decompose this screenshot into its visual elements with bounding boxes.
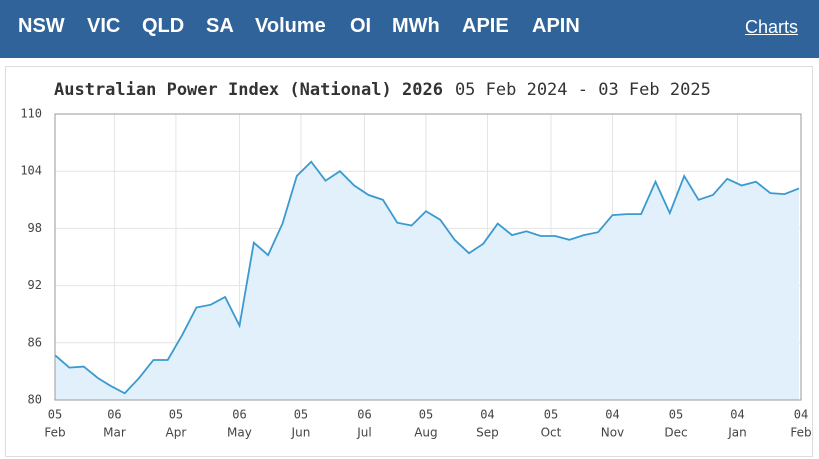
plot-border [54,113,802,401]
y-tick-label: 92 [28,278,42,292]
x-tick-month: Jul [356,426,371,440]
x-tick-day: 05 [294,408,308,422]
x-tick-month: May [227,426,252,440]
x-tick-day: 06 [357,408,371,422]
nav-item[interactable]: APIN [532,15,580,37]
area [55,161,799,400]
y-tick-label: 80 [28,393,42,407]
nav-item[interactable]: SA [206,15,234,37]
x-tick-month: Feb [44,426,65,440]
charts-link[interactable]: Charts [744,17,798,37]
chart-title: Australian Power Index (National) 2026 [54,80,443,100]
nav-item[interactable]: VIC [87,15,121,37]
line [54,160,800,395]
x-tick-month: Jan [727,426,747,440]
x-tick-day: 05 [544,408,558,422]
x-tick-day: 06 [107,408,121,422]
y-tick-label: 104 [20,164,42,178]
nav-item[interactable]: NSW [18,15,65,37]
chart-panel [5,66,813,457]
x-tick-month: Jun [291,426,311,440]
x-tick-month: Apr [166,426,187,440]
nav-item[interactable]: OI [350,15,372,37]
x-tick-day: 05 [169,408,183,422]
x-tick-day: 06 [232,408,246,422]
x-tick-day: 04 [480,408,494,422]
y-tick-label: 98 [28,221,42,235]
nav-item[interactable]: MWh [392,15,440,37]
y-tick-label: 86 [28,335,42,349]
x-tick-day: 05 [669,408,683,422]
x-tick-month: Sep [476,426,499,440]
nav-bar: Charts NSW VIC QLD SA Volume OI MWh APIE APIN [0,0,819,58]
y-tick-label: 110 [20,107,42,121]
x-tick-month: Oct [541,426,562,440]
nav-item[interactable]: QLD [142,15,185,37]
x-tick-day: 05 [48,408,62,422]
x-tick-day: 05 [419,408,433,422]
x-tick-day: 04 [794,408,808,422]
nav-item[interactable]: Volume [255,15,326,37]
x-tick-month: Dec [664,426,687,440]
chart-subtitle: 05 Feb 2024 - 03 Feb 2025 [455,80,711,100]
nav-item[interactable]: APIE [462,15,509,37]
x-tick-month: Mar [103,426,126,440]
x-tick-day: 04 [605,408,619,422]
x-tick-day: 04 [730,408,744,422]
x-tick-month: Nov [601,426,624,440]
x-tick-month: Feb [790,426,811,440]
x-tick-month: Aug [414,426,437,440]
